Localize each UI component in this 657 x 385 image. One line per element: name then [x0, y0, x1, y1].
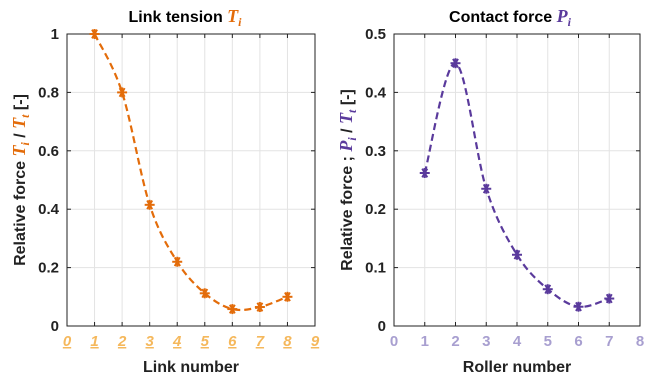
y-label-prefix: Relative force — [12, 157, 29, 266]
x-tick-label: 4 — [513, 333, 522, 350]
data-point — [573, 301, 584, 312]
x-tick-label: 0 — [390, 333, 398, 350]
y-tick-label: 1 — [51, 26, 59, 43]
y-label-denominator: T — [9, 117, 29, 129]
data-point — [542, 284, 553, 295]
y-tick-label: 0.2 — [38, 260, 59, 277]
y-axis-label: Relative force ; Pi / Tt [-] — [336, 89, 359, 271]
y-tick-label: 0.6 — [38, 143, 59, 160]
x-axis-label: Roller number — [463, 359, 571, 376]
data-point — [282, 291, 293, 302]
y-label-denominator-subscript: t — [18, 114, 32, 118]
x-tick-label: 3 — [145, 333, 154, 350]
data-point — [89, 29, 100, 39]
y-label-numerator-subscript: i — [345, 137, 359, 141]
y-label-denominator-subscript: t — [345, 109, 359, 113]
chart-2: 0 1 2 3 4 5 6 7 8 0 0.1 0.2 0.3 0.4 0.5 Contact force P… — [336, 6, 644, 376]
y-tick-label: 0.2 — [365, 201, 386, 218]
data-point — [227, 304, 238, 315]
data-point — [172, 256, 183, 267]
y-tick-label: 0.3 — [365, 143, 386, 160]
y-label-slash: / — [12, 129, 29, 142]
y-label-numerator: T — [9, 145, 29, 157]
y-label-prefix: Relative force ; — [339, 152, 356, 271]
x-tick-label: 6 — [574, 333, 582, 350]
y-label-slash: / — [339, 124, 356, 137]
y-tick-label: 0.4 — [38, 201, 60, 218]
y-label-numerator-subscript: i — [18, 142, 32, 146]
y-label-denominator: T — [336, 112, 356, 124]
chart-title-symbol: T — [227, 6, 239, 26]
x-tick-label: 5 — [544, 333, 552, 350]
axes-box — [66, 33, 316, 327]
x-tick-label: 9 — [311, 333, 320, 350]
x-tick-label: 7 — [605, 333, 613, 350]
x-tick-label: 1 — [90, 333, 98, 350]
data-point — [254, 302, 265, 313]
x-axis-label: Link number — [143, 359, 239, 376]
y-tick-label: 0.4 — [365, 84, 387, 101]
y-label-unit: [-] — [339, 89, 356, 109]
x-tick-label: 8 — [283, 333, 292, 350]
y-tick-label: 0.5 — [365, 26, 386, 43]
y-axis-label: Relative force Ti / Tt [-] — [9, 94, 32, 266]
x-tick-label: 2 — [451, 333, 459, 350]
y-label-unit: [-] — [12, 94, 29, 114]
x-tick-label: 1 — [421, 333, 429, 350]
y-tick-label: 0 — [378, 318, 386, 335]
x-tick-label: 4 — [172, 333, 182, 350]
chart-title-subscript: i — [238, 15, 242, 29]
y-label-numerator: P — [336, 140, 356, 153]
x-tick-label: 5 — [201, 333, 210, 350]
y-tick-label: 0.8 — [38, 84, 59, 101]
chart-title-text: Link tension — [128, 9, 227, 26]
chart-title-text: Contact force — [449, 9, 557, 26]
x-tick-label: 0 — [63, 333, 72, 350]
data-point — [481, 183, 492, 194]
chart-title: Link tension Ti — [128, 6, 242, 29]
data-point — [604, 293, 615, 304]
chart-title: Contact force Pi — [449, 6, 572, 29]
x-tick-label: 3 — [482, 333, 490, 350]
data-point — [419, 167, 430, 178]
data-point — [512, 249, 522, 260]
plot-area — [67, 34, 315, 326]
x-tick-label: 2 — [117, 333, 127, 350]
data-point — [199, 288, 210, 299]
x-tick-label: 7 — [256, 333, 265, 350]
y-tick-label: 0.1 — [365, 260, 386, 277]
data-point — [117, 87, 128, 98]
x-tick-label: 6 — [228, 333, 237, 350]
chart-title-symbol: P — [556, 6, 569, 26]
x-tick-label: 8 — [636, 333, 644, 350]
data-point — [450, 58, 461, 69]
y-tick-label: 0 — [51, 318, 59, 335]
data-point — [144, 199, 155, 210]
chart-title-subscript: i — [568, 15, 572, 29]
